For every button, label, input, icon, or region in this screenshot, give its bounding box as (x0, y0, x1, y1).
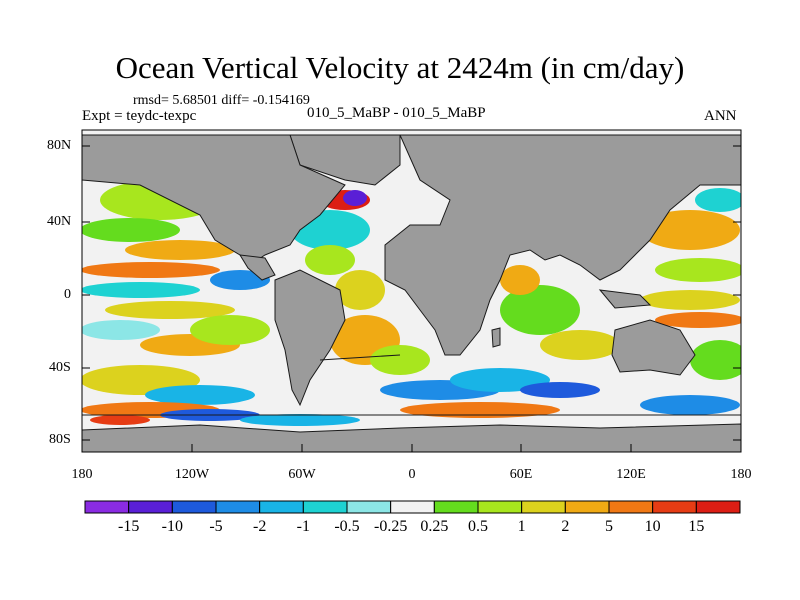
colorbar-swatch (171, 500, 217, 514)
colorbar-swatch (390, 500, 435, 514)
colorbar-swatch (128, 500, 173, 514)
land-north-america (82, 134, 346, 266)
colorbar-tick-label: -0.5 (334, 518, 360, 535)
lat-label-80s: 80S (49, 432, 71, 447)
lon-label-120w: 120W (174, 467, 210, 482)
grid-outline-lines (82, 354, 741, 416)
colorbar-swatch (259, 500, 304, 514)
colorbar-swatch (215, 500, 261, 514)
colorbar-swatch (521, 500, 566, 514)
colorbar-tick-label: 10 (644, 518, 661, 535)
lon-label-0: 0 (408, 467, 416, 482)
colorbar-tick-label: 0.25 (420, 518, 449, 535)
land-central-america (239, 254, 276, 281)
land-indonesia (598, 289, 652, 309)
stats-text: rmsd= 5.68501 diff= -0.154169 (133, 93, 310, 108)
lon-label-180e: 180 (730, 467, 752, 482)
land-south-america (274, 269, 346, 407)
colorbar-swatch (652, 500, 697, 514)
experiment-label: Expt = teydc-texpc (82, 108, 197, 124)
axis-ticks (82, 145, 741, 452)
land-antarctica (82, 423, 741, 452)
colorbar-swatch (477, 500, 523, 514)
lon-label-60e: 60E (509, 467, 533, 482)
lat-label-0: 0 (64, 287, 71, 302)
land-eurasia-africa (384, 134, 741, 356)
colorbar-swatch (302, 500, 348, 514)
lon-label-120e: 120E (616, 467, 646, 482)
colorbar-tick-label: -10 (161, 518, 183, 535)
colorbar-tick-label: -0.25 (373, 518, 408, 535)
land-masses (82, 134, 741, 452)
colorbar-tick-label: -15 (117, 518, 140, 535)
colorbar-tick-label: 5 (605, 518, 613, 535)
colorbar-swatch (564, 500, 610, 514)
lat-label-40s: 40S (49, 360, 71, 375)
colorbar-swatch (695, 500, 741, 514)
case-label: 010_5_MaBP - 010_5_MaBP (307, 105, 486, 121)
colorbar-tick-label: 2 (561, 518, 570, 535)
colorbar-tick-label: 15 (688, 518, 705, 535)
colorbar (84, 500, 741, 514)
lon-label-60w: 60W (288, 467, 316, 482)
colorbar-swatch (433, 500, 479, 514)
lat-label-40n: 40N (47, 214, 72, 229)
map-plot-area (82, 130, 741, 452)
colorbar-swatch (608, 500, 654, 514)
lat-label-80n: 80N (47, 138, 72, 153)
chart-title: Ocean Vertical Velocity at 2424m (in cm/… (115, 50, 685, 85)
colorbar-swatch (346, 500, 392, 514)
colorbar-tick-label: -2 (252, 518, 267, 535)
colorbar-tick-label: -1 (296, 518, 310, 535)
colorbar-tick-label: 0.5 (468, 518, 488, 535)
colorbar-tick-label: -5 (209, 518, 223, 535)
land-madagascar (491, 327, 501, 348)
season-label: ANN (704, 108, 737, 124)
land-australia (611, 319, 696, 376)
lon-label-180w: 180 (71, 467, 93, 482)
colorbar-tick-label: 1 (517, 518, 526, 535)
colorbar-swatch (84, 500, 130, 514)
